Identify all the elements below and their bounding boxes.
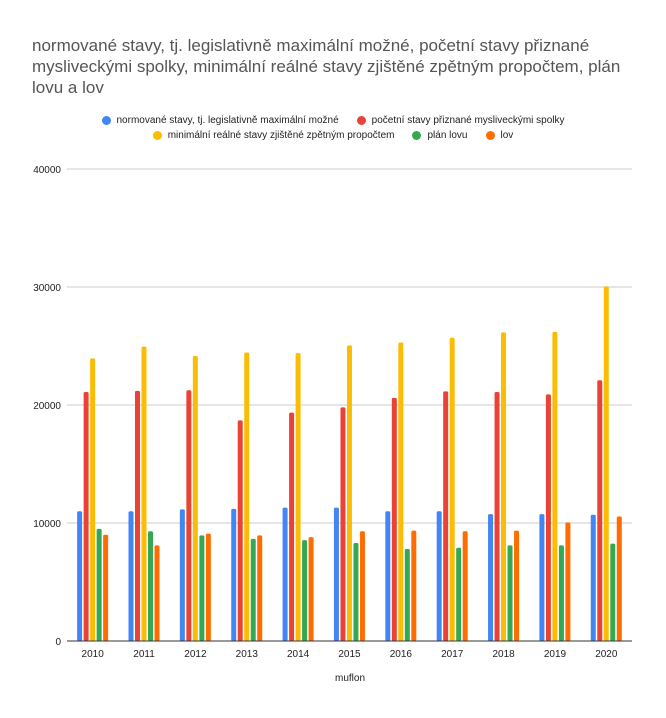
- bar-2011-series-0: [128, 511, 134, 641]
- bar-2018-series-0: [488, 514, 494, 641]
- bar-2013-series-3: [250, 538, 256, 641]
- bar-2019-series-1: [545, 394, 551, 641]
- bar-2017-series-0: [436, 511, 442, 641]
- bar-2019-series-0: [539, 514, 545, 641]
- bar-2019-series-2: [552, 331, 558, 641]
- bar-2020-series-4: [616, 516, 622, 641]
- bar-2013-series-4: [257, 535, 263, 641]
- x-tick-label: 2020: [595, 649, 618, 660]
- x-tick-label: 2017: [441, 649, 464, 660]
- bar-2015-series-2: [346, 345, 352, 641]
- bar-2019-series-3: [558, 545, 564, 641]
- y-tick-label: 10000: [33, 519, 61, 530]
- bar-2014-series-0: [282, 507, 288, 641]
- legend-label: početní stavy přiznané mysliveckými spol…: [371, 115, 565, 126]
- legend-row-2: minimální reálné stavy zjištěné zpětným …: [0, 130, 666, 141]
- legend-item[interactable]: minimální reálné stavy zjištěné zpětným …: [152, 130, 395, 141]
- bar-2014-series-1: [289, 412, 295, 641]
- bar-2015-series-4: [359, 531, 365, 641]
- legend-swatch: [356, 116, 366, 125]
- bar-2019-series-4: [565, 522, 571, 641]
- bar-2010-series-3: [96, 528, 102, 641]
- bar-2012-series-0: [179, 509, 185, 641]
- y-tick-label: 30000: [33, 283, 61, 294]
- bar-2017-series-3: [456, 547, 462, 641]
- bar-2013-series-2: [244, 352, 250, 641]
- x-tick-label: 2015: [338, 649, 361, 660]
- bar-2018-series-1: [494, 392, 500, 641]
- bar-2018-series-4: [514, 530, 520, 641]
- bar-2012-series-4: [205, 533, 211, 641]
- legend-swatch: [412, 131, 422, 140]
- bar-2014-series-4: [308, 537, 314, 641]
- bar-2014-series-2: [295, 353, 301, 641]
- x-tick-label: 2018: [492, 649, 515, 660]
- bar-2010-series-4: [103, 534, 109, 641]
- bar-2012-series-2: [192, 356, 198, 641]
- bar-2013-series-0: [231, 508, 237, 641]
- x-axis-label: muflon: [334, 673, 365, 684]
- bar-2020-series-1: [597, 380, 603, 641]
- bar-2016-series-0: [385, 511, 391, 641]
- legend-item[interactable]: plán lovu: [412, 130, 468, 141]
- bar-2015-series-0: [333, 507, 339, 641]
- legend-label: plán lovu: [427, 130, 468, 141]
- bar-2014-series-3: [302, 540, 308, 641]
- x-tick-label: 2016: [390, 649, 413, 660]
- bar-2018-series-2: [501, 332, 507, 641]
- bar-2010-series-2: [90, 358, 96, 641]
- bar-2020-series-2: [603, 286, 609, 641]
- legend-item[interactable]: početní stavy přiznané mysliveckými spol…: [356, 115, 565, 126]
- legend-item[interactable]: normované stavy, tj. legislativně maximá…: [101, 115, 339, 126]
- bar-2016-series-3: [404, 548, 410, 641]
- bar-2016-series-1: [391, 397, 397, 641]
- x-tick-label: 2014: [287, 649, 310, 660]
- y-tick-label: 20000: [33, 401, 61, 412]
- x-tick-label: 2010: [82, 649, 105, 660]
- legend-label: minimální reálné stavy zjištěné zpětným …: [167, 130, 395, 141]
- bar-2012-series-3: [199, 535, 205, 641]
- bar-2011-series-2: [141, 346, 147, 641]
- legend-item[interactable]: lov: [485, 130, 514, 141]
- x-tick-label: 2011: [133, 649, 155, 660]
- bar-2012-series-1: [186, 390, 192, 641]
- bar-2020-series-0: [590, 514, 596, 641]
- bar-2011-series-4: [154, 545, 160, 641]
- x-tick-label: 2012: [184, 649, 207, 660]
- chart-title: normované stavy, tj. legislativně maximá…: [32, 36, 621, 97]
- bar-2013-series-1: [237, 420, 243, 641]
- legend-swatch: [101, 116, 111, 125]
- bar-2011-series-1: [134, 390, 140, 641]
- bar-2017-series-4: [462, 531, 468, 641]
- bar-2018-series-3: [507, 545, 513, 641]
- legend-label: normované stavy, tj. legislativně maximá…: [116, 115, 339, 126]
- y-tick-label: 0: [55, 637, 61, 648]
- bar-2017-series-2: [449, 337, 455, 641]
- bar-2016-series-4: [411, 530, 417, 641]
- bar-2020-series-3: [610, 543, 616, 641]
- bar-2015-series-1: [340, 407, 346, 641]
- bar-2016-series-2: [398, 342, 404, 641]
- legend-label: lov: [500, 130, 514, 141]
- legend-row-1: normované stavy, tj. legislativně maximá…: [0, 115, 666, 126]
- bar-2010-series-1: [83, 392, 89, 641]
- bar-2011-series-3: [147, 531, 153, 641]
- bar-2015-series-3: [353, 543, 359, 641]
- x-tick-label: 2019: [544, 649, 567, 660]
- bar-2010-series-0: [77, 511, 83, 641]
- legend-swatch: [485, 131, 495, 140]
- bar-2017-series-1: [443, 391, 449, 641]
- y-tick-label: 40000: [33, 165, 61, 176]
- x-tick-label: 2013: [236, 649, 259, 660]
- legend-swatch: [152, 131, 162, 140]
